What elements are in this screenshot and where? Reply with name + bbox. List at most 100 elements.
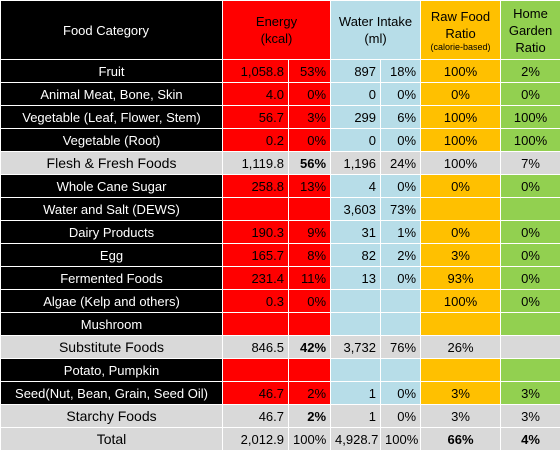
water-share: 24% [380,151,422,175]
home-garden-ratio: 0% [500,243,560,267]
water-share: 0% [380,266,422,290]
water-share: 0% [380,82,422,106]
water: 1 [330,404,382,428]
water: 0 [330,128,382,152]
energy: 165.7 [222,243,289,267]
raw-food-ratio: 3% [420,404,502,428]
energy-share: 0% [287,82,332,106]
header-line: Water Intake [338,14,413,29]
raw-food-ratio: 100% [420,59,502,83]
header-energy: Energy (kcal) [221,0,332,60]
home-garden-ratio: 0% [500,289,560,313]
category: Whole Cane Sugar [0,174,223,198]
table-row: Whole Cane Sugar 258.8 13% 4 0% 0% 0% [0,174,560,198]
raw-food-ratio: 0% [420,82,502,106]
water: 13 [330,266,382,290]
table-row: Fermented Foods 231.4 11% 13 0% 93% 0% [0,266,560,290]
table-row: Dairy Products 190.3 9% 31 1% 0% 0% [0,220,560,244]
home-garden-ratio: 0% [500,82,560,106]
energy [222,197,289,221]
raw-food-ratio: 0% [420,220,502,244]
energy: 0.2 [222,128,289,152]
water-share: 1% [380,220,422,244]
water-share: 6% [380,105,422,129]
table-row: Starchy Foods 46.7 2% 1 0% 3% 3% [0,404,560,428]
home-garden-ratio: 3% [500,381,560,405]
energy: 846.5 [222,335,289,359]
table-row: Vegetable (Leaf, Flower, Stem) 56.7 3% 299 6… [0,105,560,129]
energy-share [287,358,332,382]
category: Animal Meat, Bone, Skin [0,82,223,106]
category: Vegetable (Root) [0,128,223,152]
water: 4,928.7 [330,427,382,450]
raw-food-ratio: 100% [420,105,502,129]
water: 3,603 [330,197,382,221]
table-row: Flesh & Fresh Foods 1,119.8 56% 1,196 24% 100… [0,151,560,175]
energy-share: 42% [287,335,332,359]
water-share: 0% [380,128,422,152]
energy: 1,058.8 [222,59,289,83]
header-row: Food Category Energy (kcal) Water Intake (… [0,0,560,60]
home-garden-ratio: 2% [500,59,560,83]
energy-share: 9% [287,220,332,244]
energy-share [287,312,332,336]
water [330,358,382,382]
header-garden: Home Garden Ratio [500,0,560,60]
table-row: Potato, Pumpkin [0,358,560,382]
raw-food-ratio [420,358,502,382]
energy: 4.0 [222,82,289,106]
category: Mushroom [0,312,223,336]
header-category: Food Category [0,0,223,60]
water-share: 0% [380,404,422,428]
water-share [380,312,422,336]
energy-share: 2% [287,404,332,428]
category: Fruit [0,59,223,83]
water: 897 [330,59,382,83]
raw-food-ratio: 93% [420,266,502,290]
raw-food-ratio: 100% [420,289,502,313]
water [330,289,382,313]
energy-share: 3% [287,105,332,129]
home-garden-ratio [500,197,560,221]
water-share: 0% [380,381,422,405]
energy: 258.8 [222,174,289,198]
table-row: Seed(Nut, Bean, Grain, Seed Oil) 46.7 2% 1 0… [0,381,560,405]
energy-share: 13% [287,174,332,198]
header-line: (ml) [364,31,387,46]
table-row: Animal Meat, Bone, Skin 4.0 0% 0 0% 0% 0% [0,82,560,106]
water-share: 2% [380,243,422,267]
table-row: Mushroom [0,312,560,336]
water: 3,732 [330,335,382,359]
raw-food-ratio: 0% [420,174,502,198]
category: Water and Salt (DEWS) [0,197,223,221]
home-garden-ratio: 7% [500,151,560,175]
energy-share: 0% [287,128,332,152]
category: Flesh & Fresh Foods [0,151,223,175]
raw-food-ratio [420,312,502,336]
category: Starchy Foods [0,404,223,428]
category: Algae (Kelp and others) [0,289,223,313]
table-row: Vegetable (Root) 0.2 0% 0 0% 100% 100% [0,128,560,152]
category: Egg [0,243,223,267]
energy-share: 8% [287,243,332,267]
energy: 46.7 [222,381,289,405]
energy [222,312,289,336]
header-line: (kcal) [260,31,293,46]
home-garden-ratio: 100% [500,105,560,129]
category: Substitute Foods [0,335,223,359]
water-share: 73% [380,197,422,221]
energy: 46.7 [222,404,289,428]
header-line: Garden [508,22,553,38]
raw-food-ratio: 66% [420,427,502,450]
water [330,312,382,336]
raw-food-ratio: 3% [420,243,502,267]
raw-food-ratio: 26% [420,335,502,359]
category: Fermented Foods [0,266,223,290]
home-garden-ratio: 4% [500,427,560,450]
water: 0 [330,82,382,106]
water: 1 [330,381,382,405]
table-row: Total 2,012.9 100% 4,928.7 100% 66% 4% [0,427,560,450]
home-garden-ratio: 0% [500,266,560,290]
